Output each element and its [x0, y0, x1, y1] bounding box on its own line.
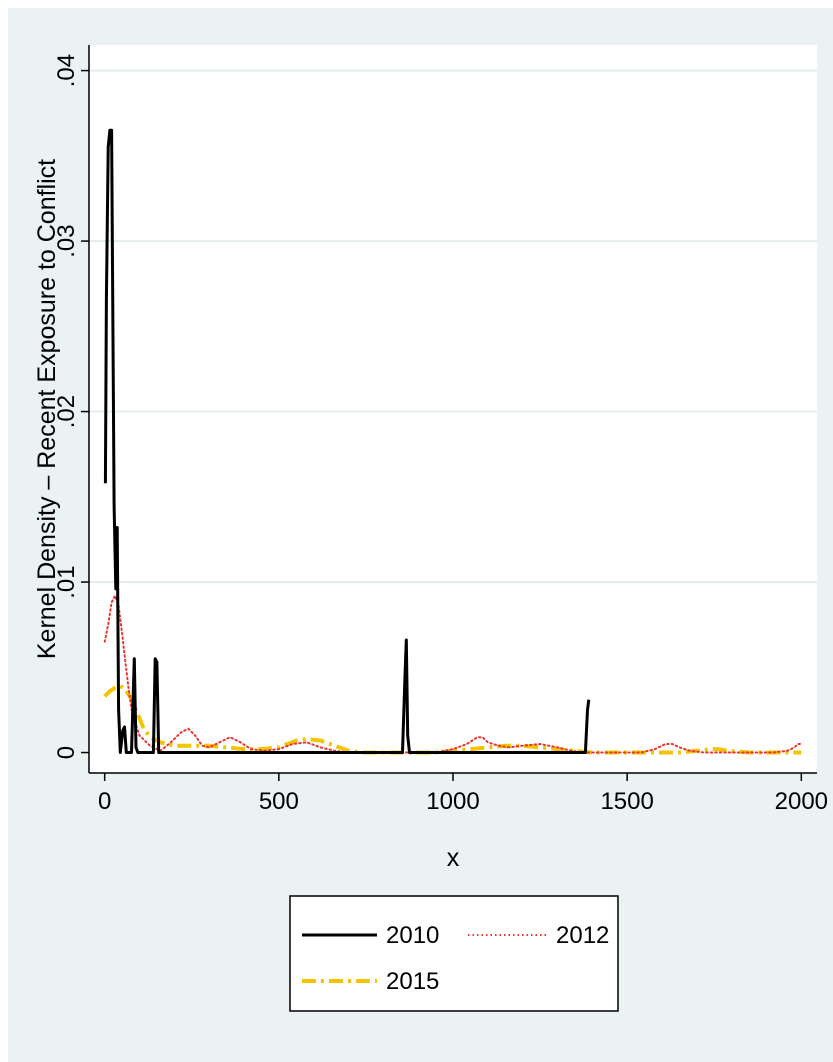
grid-lines: [89, 69, 817, 584]
y-tick-label-4: .04: [53, 54, 80, 87]
x-tick-label-1: 500: [259, 788, 299, 815]
y-tick-label-1: .01: [53, 565, 80, 598]
y-tick-label-0: 0: [53, 746, 80, 759]
legend-box: [289, 895, 619, 1012]
y-tick-label-2: .02: [53, 395, 80, 428]
legend-label-2015: 2015: [386, 968, 439, 995]
legend: 2010 2012 2015: [289, 895, 619, 1012]
legend-label-2010: 2010: [386, 922, 439, 949]
x-tick-label-0: 0: [98, 788, 111, 815]
y-axis-title: Kernel Density – Recent Exposure to Conf…: [33, 159, 61, 659]
x-tick-label-4: 2000: [775, 788, 828, 815]
axes: 0 500 1000 1500 2000 0 .01 .02 .03 .04: [53, 45, 828, 815]
series-line-2012: [103, 594, 803, 754]
x-tick-label-3: 1500: [600, 788, 653, 815]
series-line-2015: [103, 684, 802, 755]
legend-label-2012: 2012: [556, 922, 609, 949]
x-tick-label-2: 1000: [426, 788, 479, 815]
y-tick-label-3: .03: [53, 224, 80, 257]
series-layer: [103, 128, 803, 755]
series-line-2010: [103, 128, 591, 754]
x-axis-title: x: [447, 844, 460, 872]
plot-area: [89, 45, 817, 773]
